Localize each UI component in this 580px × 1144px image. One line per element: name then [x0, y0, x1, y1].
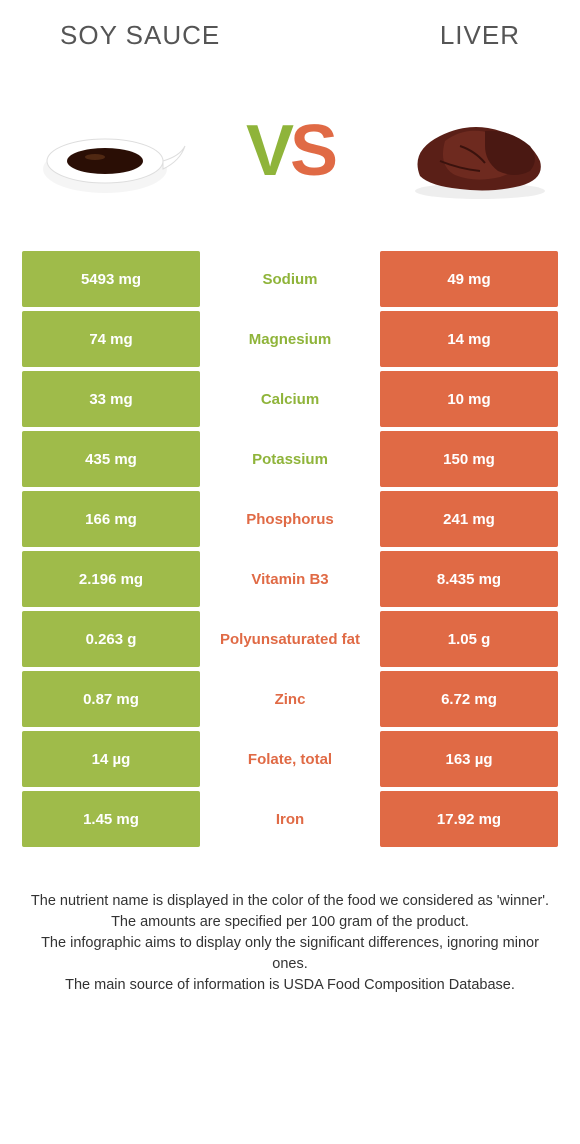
footer-notes: The nutrient name is displayed in the co… — [0, 851, 580, 996]
nutrient-label: Polyunsaturated fat — [200, 611, 380, 667]
right-value: 14 mg — [380, 311, 558, 367]
left-value: 166 mg — [22, 491, 200, 547]
footer-line: The nutrient name is displayed in the co… — [28, 891, 552, 912]
right-value: 1.05 g — [380, 611, 558, 667]
vs-v: V — [246, 111, 290, 191]
nutrient-label: Calcium — [200, 371, 380, 427]
table-row: 2.196 mgVitamin B38.435 mg — [22, 551, 558, 607]
nutrient-label: Folate, total — [200, 731, 380, 787]
right-value: 150 mg — [380, 431, 558, 487]
liver-image — [390, 86, 560, 216]
nutrient-label: Phosphorus — [200, 491, 380, 547]
table-row: 0.87 mgZinc6.72 mg — [22, 671, 558, 727]
left-value: 14 µg — [22, 731, 200, 787]
left-value: 2.196 mg — [22, 551, 200, 607]
left-value: 0.263 g — [22, 611, 200, 667]
table-row: 74 mgMagnesium14 mg — [22, 311, 558, 367]
table-row: 0.263 gPolyunsaturated fat1.05 g — [22, 611, 558, 667]
left-value: 435 mg — [22, 431, 200, 487]
nutrient-label: Magnesium — [200, 311, 380, 367]
right-value: 241 mg — [380, 491, 558, 547]
right-value: 163 µg — [380, 731, 558, 787]
soy-sauce-image — [20, 86, 190, 216]
table-row: 5493 mgSodium49 mg — [22, 251, 558, 307]
table-row: 14 µgFolate, total163 µg — [22, 731, 558, 787]
vs-s: S — [290, 111, 334, 191]
footer-line: The amounts are specified per 100 gram o… — [28, 912, 552, 933]
header: SOY SAUCE LIVER — [0, 0, 580, 51]
nutrient-label: Sodium — [200, 251, 380, 307]
table-row: 166 mgPhosphorus241 mg — [22, 491, 558, 547]
right-value: 10 mg — [380, 371, 558, 427]
left-value: 74 mg — [22, 311, 200, 367]
left-food-title: SOY SAUCE — [60, 20, 220, 51]
comparison-table: 5493 mgSodium49 mg74 mgMagnesium14 mg33 … — [22, 251, 558, 847]
right-value: 8.435 mg — [380, 551, 558, 607]
right-value: 6.72 mg — [380, 671, 558, 727]
table-row: 435 mgPotassium150 mg — [22, 431, 558, 487]
table-row: 33 mgCalcium10 mg — [22, 371, 558, 427]
left-value: 0.87 mg — [22, 671, 200, 727]
right-value: 49 mg — [380, 251, 558, 307]
footer-line: The main source of information is USDA F… — [28, 975, 552, 996]
left-value: 1.45 mg — [22, 791, 200, 847]
nutrient-label: Zinc — [200, 671, 380, 727]
vs-label: VS — [246, 110, 334, 192]
left-value: 5493 mg — [22, 251, 200, 307]
nutrient-label: Vitamin B3 — [200, 551, 380, 607]
hero-row: VS — [0, 51, 580, 251]
nutrient-label: Iron — [200, 791, 380, 847]
table-row: 1.45 mgIron17.92 mg — [22, 791, 558, 847]
left-value: 33 mg — [22, 371, 200, 427]
right-food-title: LIVER — [440, 20, 520, 51]
footer-line: The infographic aims to display only the… — [28, 933, 552, 975]
right-value: 17.92 mg — [380, 791, 558, 847]
nutrient-label: Potassium — [200, 431, 380, 487]
